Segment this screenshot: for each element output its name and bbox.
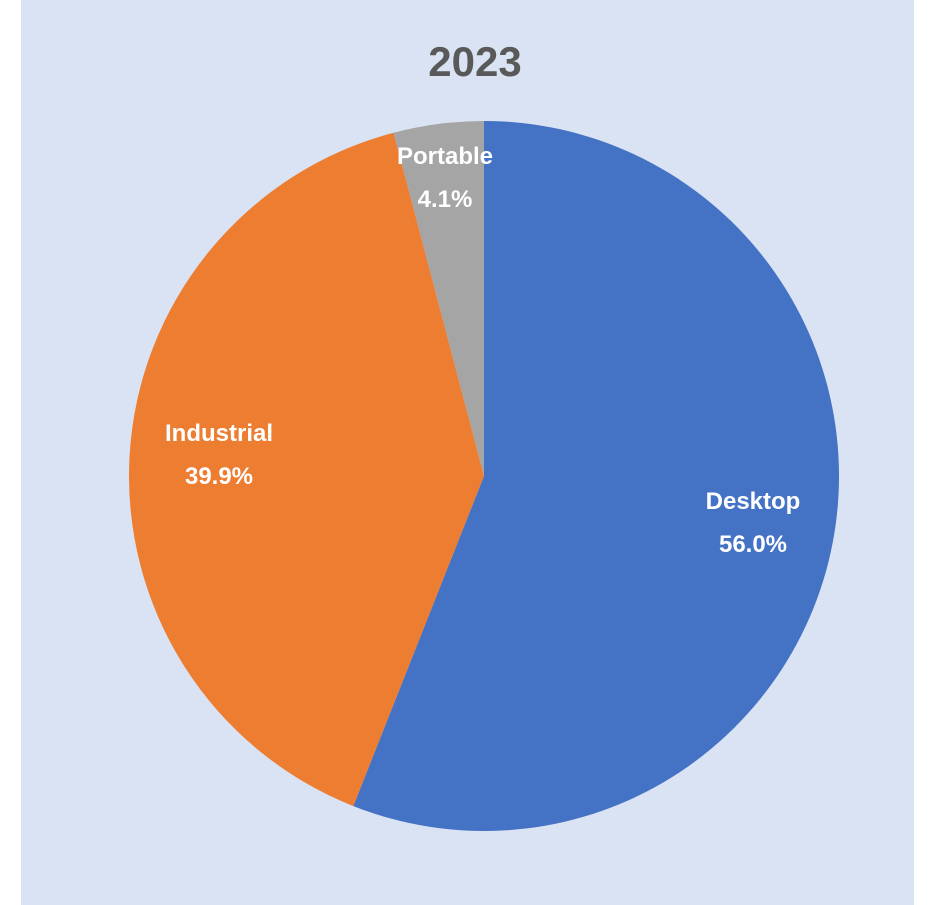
pie-slice-industrial xyxy=(128,132,484,807)
slice-value-portable: 4.1% xyxy=(418,186,473,213)
slice-label-industrial: Industrial xyxy=(165,420,273,447)
slice-labels: Desktop 56.0% Industrial 39.9% Portable 4.1% xyxy=(165,143,800,558)
chart-title: 2023 xyxy=(428,38,521,85)
slice-label-desktop: Desktop xyxy=(706,488,801,515)
slice-value-industrial: 39.9% xyxy=(185,463,253,490)
slice-value-desktop: 56.0% xyxy=(719,531,787,558)
pie-slice-portable xyxy=(393,121,484,476)
pie-slices xyxy=(128,121,840,832)
slice-label-portable: Portable xyxy=(397,143,493,170)
pie-slice-desktop xyxy=(353,121,840,832)
